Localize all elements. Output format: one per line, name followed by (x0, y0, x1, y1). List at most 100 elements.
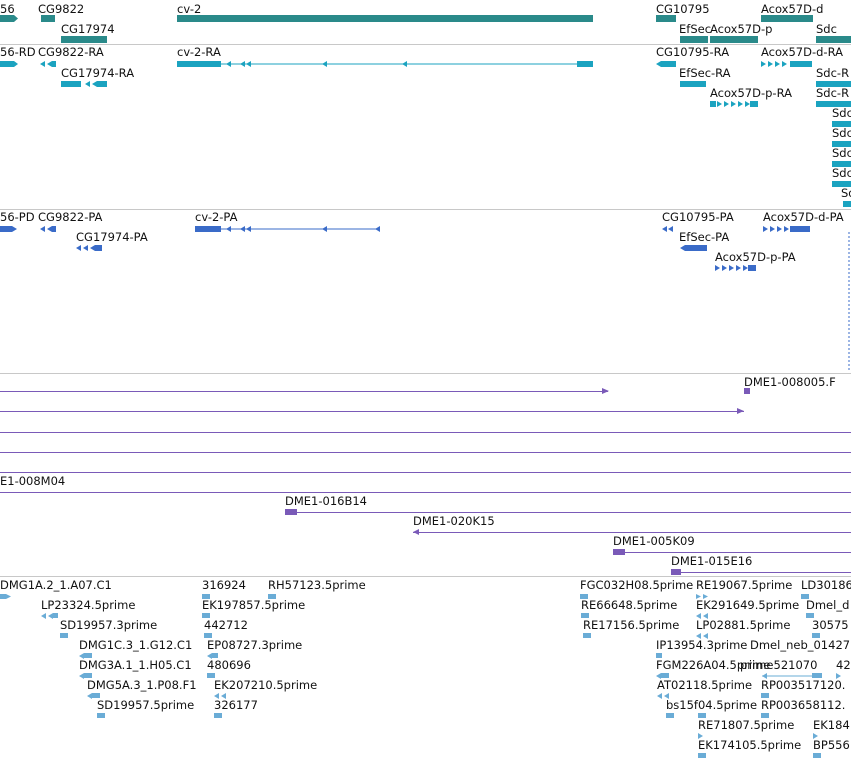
est-label[interactable]: EK197857.5prime (202, 598, 306, 612)
protein-arrow[interactable] (226, 226, 231, 232)
est-glyph[interactable] (656, 653, 662, 658)
est-label[interactable]: prime521070 (740, 658, 818, 672)
est-label[interactable]: DMG1A.2_1.A07.C1 (0, 578, 112, 592)
est-glyph[interactable] (580, 594, 588, 599)
transcript-label[interactable]: Sdc-R (816, 86, 850, 100)
gene-bar[interactable] (761, 15, 813, 22)
transcript-exon[interactable] (832, 141, 851, 147)
transcript-exon[interactable] (577, 61, 593, 67)
clone-arrow-head[interactable] (737, 408, 744, 414)
gene-label[interactable]: Sdc (816, 22, 837, 36)
protein-label[interactable]: CG10795-PA (662, 210, 734, 224)
protein-arrow[interactable] (40, 226, 45, 232)
gene-label[interactable]: cv-2 (177, 2, 202, 16)
transcript-arrow[interactable] (775, 61, 780, 67)
transcript-exon[interactable] (661, 61, 676, 67)
transcript-exon[interactable] (832, 161, 851, 167)
est-arrow[interactable] (703, 613, 708, 619)
protein-exon[interactable] (790, 226, 810, 232)
gene-bar[interactable] (656, 15, 676, 22)
clone-end-marker[interactable] (671, 569, 681, 575)
protein-label[interactable]: Acox57D-p-PA (715, 250, 796, 264)
est-label[interactable]: DMG1C.3_1.G12.C1 (79, 638, 193, 652)
protein-arrow[interactable] (90, 245, 95, 251)
est-label[interactable]: 442712 (204, 618, 248, 632)
clone-label[interactable]: DME1-005K09 (613, 534, 695, 548)
transcript-exon[interactable] (52, 61, 56, 67)
est-glyph[interactable] (801, 594, 809, 599)
clone-line[interactable] (0, 391, 608, 392)
est-glyph[interactable] (202, 594, 210, 599)
protein-arrow[interactable] (83, 245, 88, 251)
est-glyph[interactable] (53, 613, 58, 618)
est-label[interactable]: RP003517120. (761, 678, 846, 692)
protein-exon[interactable] (95, 245, 102, 251)
transcript-label[interactable]: CG9822-RA (38, 45, 104, 59)
gene-bar[interactable] (816, 36, 851, 43)
protein-label[interactable]: 56-PD (0, 210, 35, 224)
clone-end-marker[interactable] (744, 388, 750, 394)
est-arrow[interactable] (762, 673, 767, 679)
transcript-exon[interactable] (61, 81, 81, 87)
est-glyph[interactable] (212, 653, 218, 658)
transcript-exon[interactable] (177, 61, 221, 67)
est-arrow[interactable] (696, 594, 701, 599)
protein-label[interactable]: EfSec-PA (679, 230, 730, 244)
clone-line[interactable] (671, 572, 851, 573)
transcript-arrow[interactable] (724, 101, 729, 107)
protein-arrow[interactable] (715, 265, 720, 271)
clone-line[interactable] (285, 512, 851, 513)
clone-line[interactable] (0, 432, 851, 433)
est-arrow[interactable] (703, 633, 708, 639)
est-arrow[interactable] (221, 693, 226, 699)
gene-label[interactable]: CG17974 (61, 22, 115, 36)
est-arrow[interactable] (79, 653, 84, 659)
gene-label[interactable]: CG10795 (656, 2, 710, 16)
protein-label[interactable]: CG17974-PA (76, 230, 148, 244)
est-arrow[interactable] (813, 733, 818, 739)
transcript-exon[interactable] (843, 201, 851, 207)
protein-arrow[interactable] (240, 226, 245, 232)
est-glyph[interactable] (207, 673, 215, 678)
transcript-label[interactable]: Acox57D-p-RA (710, 86, 792, 100)
transcript-arrow[interactable] (92, 81, 97, 87)
est-label[interactable]: 480696 (207, 658, 251, 672)
est-arrow[interactable] (664, 693, 669, 699)
protein-arrow[interactable] (722, 265, 727, 271)
protein-arrow[interactable] (76, 245, 81, 251)
protein-exon[interactable] (52, 226, 56, 232)
clone-line[interactable] (0, 472, 851, 473)
est-arrow[interactable] (87, 693, 92, 699)
transcript-arrow[interactable] (322, 61, 327, 67)
est-glyph[interactable] (581, 613, 589, 618)
est-label[interactable]: RH57123.5prime (268, 578, 366, 592)
transcript-exon[interactable] (680, 81, 706, 87)
transcript-label[interactable]: 56-RD (0, 45, 36, 59)
est-glyph[interactable] (84, 673, 92, 678)
protein-arrow[interactable] (12, 226, 17, 232)
protein-exon[interactable] (748, 265, 756, 271)
transcript-arrow[interactable] (745, 101, 750, 107)
transcript-arrow[interactable] (768, 61, 773, 67)
est-glyph[interactable] (204, 633, 212, 638)
gene-label[interactable]: Acox57D-p (710, 22, 773, 36)
est-label[interactable]: FGM226A04.5prime (656, 658, 771, 672)
clone-end-marker[interactable] (285, 509, 297, 515)
transcript-arrow[interactable] (40, 61, 45, 67)
clone-line[interactable] (0, 411, 744, 412)
est-label[interactable]: bs15f04.5prime (666, 698, 758, 712)
est-glyph[interactable] (698, 753, 706, 758)
gene-bar[interactable] (177, 15, 593, 22)
est-arrow[interactable] (214, 693, 219, 699)
protein-arrow[interactable] (322, 226, 327, 232)
clone-line[interactable] (413, 532, 851, 533)
transcript-exon[interactable] (0, 61, 14, 67)
protein-arrow[interactable] (743, 265, 748, 271)
est-arrow[interactable] (207, 653, 212, 659)
gene-bar[interactable] (710, 36, 758, 43)
est-glyph[interactable] (84, 653, 92, 658)
est-glyph[interactable] (97, 713, 105, 718)
protein-exon[interactable] (0, 226, 12, 232)
clone-line[interactable] (0, 452, 851, 453)
protein-arrow[interactable] (784, 226, 789, 232)
